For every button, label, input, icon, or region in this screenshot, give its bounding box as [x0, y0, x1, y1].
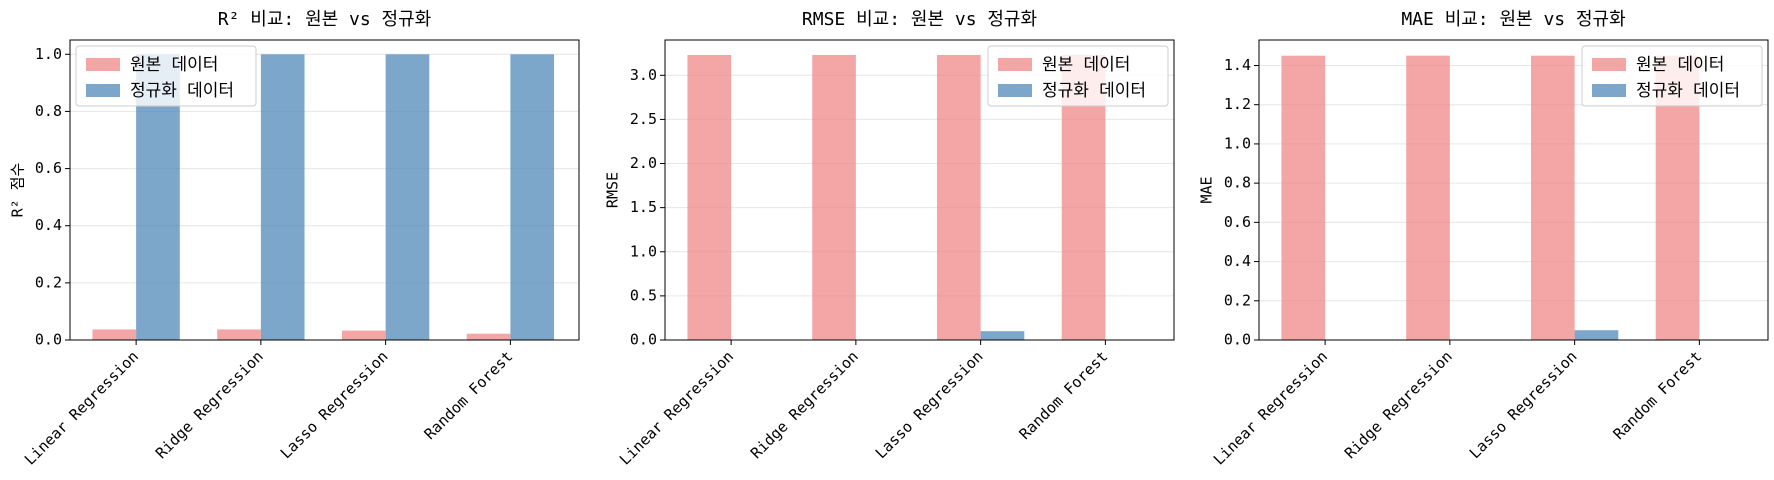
- legend-label: 정규화 데이터: [1042, 81, 1146, 101]
- bar: [1530, 55, 1575, 340]
- y-tick-label: 0.8: [35, 102, 62, 120]
- bar: [341, 330, 386, 340]
- plot-frame: [69, 39, 580, 341]
- legend-swatch: [998, 58, 1032, 71]
- x-tick-label: Linear Regression: [1210, 347, 1331, 468]
- y-tick-label: 0.8: [1224, 174, 1251, 192]
- bar: [1406, 55, 1450, 340]
- y-tick-label: 2.5: [630, 110, 657, 128]
- legend-swatch: [1592, 58, 1626, 71]
- y-tick-label: 0.2: [35, 273, 62, 291]
- bar: [510, 54, 555, 341]
- bar: [260, 54, 305, 341]
- y-tick-label: 1.0: [630, 242, 657, 260]
- legend-swatch: [86, 58, 120, 71]
- bar: [1281, 55, 1326, 340]
- y-tick-label: 0.4: [35, 216, 62, 234]
- bar: [980, 331, 1025, 340]
- y-tick-label: 0.0: [1224, 331, 1251, 349]
- chart-title: MAE 비교: 원본 vs 정규화: [1401, 9, 1625, 30]
- bar: [385, 54, 430, 341]
- y-axis-label: MAE: [1198, 176, 1216, 203]
- chart-title: R² 비교: 원본 vs 정규화: [218, 9, 431, 30]
- legend-box: [75, 45, 257, 107]
- y-tick-label: 0.6: [1224, 213, 1251, 231]
- bar: [812, 55, 856, 340]
- y-tick-label: 0.0: [35, 331, 62, 349]
- y-axis-label: R² 점수: [9, 163, 27, 218]
- legend-swatch: [998, 84, 1032, 97]
- x-tick-label: Lasso Regression: [277, 347, 392, 462]
- x-tick-label: Lasso Regression: [872, 347, 987, 462]
- y-tick-label: 0.6: [35, 159, 62, 177]
- bar: [466, 333, 511, 340]
- legend-label: 정규화 데이터: [1636, 81, 1740, 101]
- y-tick-label: 1.0: [1224, 134, 1251, 152]
- x-tick-label: Ridge Regression: [1341, 347, 1456, 462]
- y-axis-label: RMSE: [604, 172, 622, 208]
- y-tick-label: 1.0: [35, 45, 62, 63]
- x-tick-label: Random Forest: [1610, 347, 1706, 443]
- bar: [92, 329, 137, 340]
- x-tick-label: Lasso Regression: [1466, 347, 1581, 462]
- y-tick-label: 3.0: [630, 66, 657, 84]
- legend-label: 원본 데이터: [1636, 55, 1724, 75]
- x-tick-label: Ridge Regression: [747, 347, 862, 462]
- legend-label: 원본 데이터: [1042, 55, 1130, 75]
- legend-box: [987, 45, 1169, 107]
- chart-title: RMSE 비교: 원본 vs 정규화: [802, 9, 1037, 30]
- y-tick-label: 1.4: [1224, 56, 1251, 74]
- legend-swatch: [1592, 84, 1626, 97]
- legend-label: 정규화 데이터: [130, 81, 234, 101]
- x-tick-label: Random Forest: [1016, 347, 1112, 443]
- x-tick-label: Ridge Regression: [152, 347, 267, 462]
- legend-swatch: [86, 84, 120, 97]
- y-tick-label: 1.2: [1224, 95, 1251, 113]
- legend-label: 원본 데이터: [130, 55, 218, 75]
- y-tick-label: 0.0: [630, 331, 657, 349]
- x-tick-label: Random Forest: [421, 347, 517, 443]
- bar: [217, 329, 261, 340]
- x-tick-label: Linear Regression: [616, 347, 737, 468]
- y-tick-label: 1.5: [630, 198, 657, 216]
- y-tick-label: 0.5: [630, 286, 657, 304]
- bar: [936, 55, 981, 340]
- y-tick-label: 0.2: [1224, 291, 1251, 309]
- plot-frame: [664, 39, 1175, 341]
- legend-box: [1581, 45, 1763, 107]
- bar: [1574, 330, 1619, 340]
- bar: [687, 55, 732, 340]
- plot-frame: [1258, 39, 1769, 341]
- y-tick-label: 2.0: [630, 154, 657, 172]
- y-tick-label: 0.4: [1224, 252, 1251, 270]
- x-tick-label: Linear Regression: [21, 347, 142, 468]
